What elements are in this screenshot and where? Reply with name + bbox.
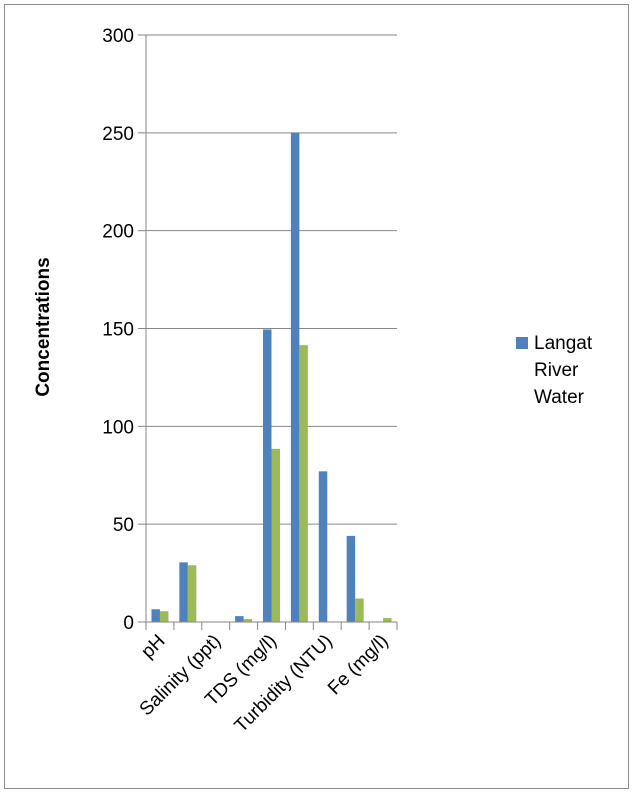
legend-swatch xyxy=(516,337,528,349)
y-tick-label: 200 xyxy=(102,222,134,243)
bar-series1-cat7 xyxy=(346,535,356,622)
y-axis: 0 50 100 150 200 250 300 xyxy=(102,26,147,634)
bar-series2-cat8 xyxy=(383,618,392,622)
y-tick-label: 50 xyxy=(113,515,134,536)
y-tick-label: 0 xyxy=(123,613,134,634)
y-tick-label: 150 xyxy=(102,320,134,341)
y-axis-title: Concentrations xyxy=(33,257,54,396)
bar-series2-cat3 xyxy=(243,619,253,622)
legend-label: Langat River Water xyxy=(534,333,593,408)
bars xyxy=(151,132,392,623)
y-tick-label: 250 xyxy=(102,124,134,145)
y-tick-label: 300 xyxy=(102,26,134,47)
chart-frame xyxy=(4,4,629,789)
y-tick-label: 100 xyxy=(102,417,134,438)
bar-series1-cat6 xyxy=(318,471,328,622)
x-category-label: Fe (mg/l) xyxy=(324,631,393,700)
x-category-label: pH xyxy=(137,631,169,663)
bar-series2-cat0 xyxy=(159,611,169,622)
bar-series1-cat0 xyxy=(151,609,160,622)
x-category-label: Turbidity (NTU) xyxy=(231,631,337,737)
bar-series1-cat1 xyxy=(179,562,188,622)
bar-series2-cat4 xyxy=(271,448,280,622)
bar-series2-cat5 xyxy=(299,345,308,622)
legend: Langat River Water xyxy=(516,333,593,408)
bar-series1-cat5 xyxy=(290,132,300,623)
bar-series1-cat4 xyxy=(263,329,272,622)
gridlines xyxy=(146,34,397,525)
bar-series1-cat3 xyxy=(235,616,244,622)
bar-series2-cat1 xyxy=(187,565,197,622)
bar-series2-cat7 xyxy=(355,598,364,622)
